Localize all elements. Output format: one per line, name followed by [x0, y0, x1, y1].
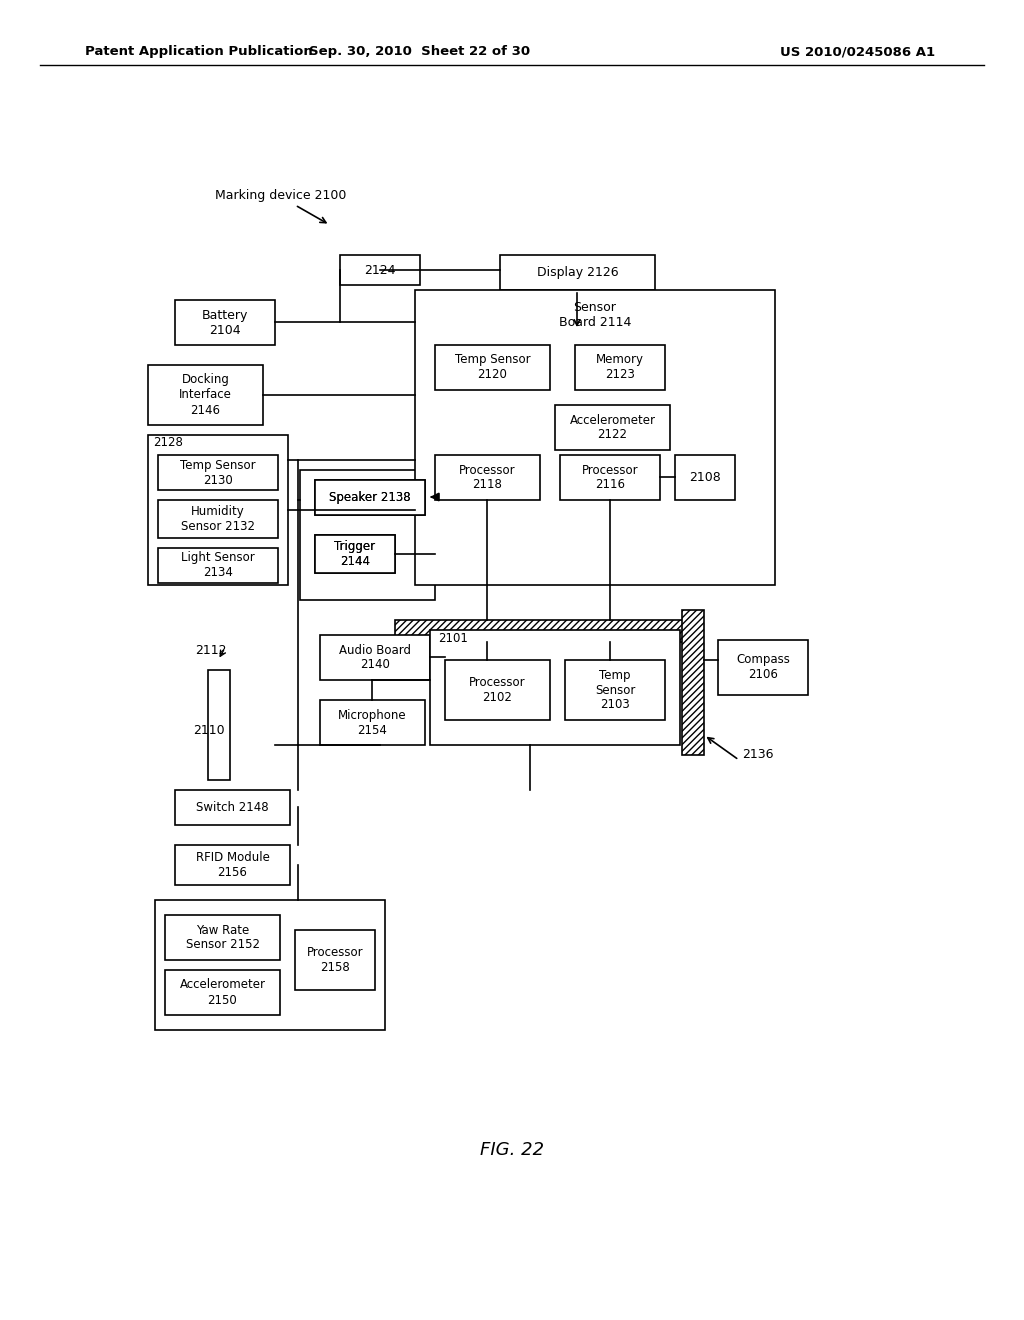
FancyBboxPatch shape: [682, 610, 705, 755]
FancyBboxPatch shape: [340, 255, 420, 285]
Text: 2124: 2124: [365, 264, 395, 276]
FancyBboxPatch shape: [158, 548, 278, 583]
Text: Sensor
Board 2114: Sensor Board 2114: [559, 301, 631, 329]
FancyBboxPatch shape: [175, 300, 275, 345]
FancyBboxPatch shape: [158, 455, 278, 490]
Text: Display 2126: Display 2126: [537, 267, 618, 279]
FancyBboxPatch shape: [300, 470, 435, 601]
Text: Patent Application Publication: Patent Application Publication: [85, 45, 312, 58]
FancyBboxPatch shape: [430, 630, 680, 744]
Text: Switch 2148: Switch 2148: [197, 801, 269, 814]
Text: Compass
2106: Compass 2106: [736, 653, 790, 681]
FancyBboxPatch shape: [415, 290, 775, 585]
Text: Humidity
Sensor 2132: Humidity Sensor 2132: [181, 506, 255, 533]
Text: Processor
2102: Processor 2102: [469, 676, 525, 704]
FancyBboxPatch shape: [319, 635, 430, 680]
FancyBboxPatch shape: [435, 455, 540, 500]
Text: Speaker 2138: Speaker 2138: [329, 491, 411, 504]
FancyBboxPatch shape: [295, 931, 375, 990]
FancyBboxPatch shape: [565, 660, 665, 719]
Text: Temp Sensor
2120: Temp Sensor 2120: [455, 354, 530, 381]
Text: Battery
2104: Battery 2104: [202, 309, 248, 337]
Text: US 2010/0245086 A1: US 2010/0245086 A1: [780, 45, 935, 58]
Text: Speaker 2138: Speaker 2138: [329, 491, 411, 504]
Text: Memory
2123: Memory 2123: [596, 354, 644, 381]
Text: 2110: 2110: [193, 723, 224, 737]
Text: 2112: 2112: [195, 644, 226, 656]
FancyBboxPatch shape: [165, 970, 280, 1015]
Text: Yaw Rate
Sensor 2152: Yaw Rate Sensor 2152: [185, 924, 259, 952]
Text: Light Sensor
2134: Light Sensor 2134: [181, 552, 255, 579]
Text: Processor
2116: Processor 2116: [582, 463, 638, 491]
Text: Temp
Sensor
2103: Temp Sensor 2103: [595, 668, 635, 711]
Text: 2101: 2101: [438, 631, 468, 644]
FancyBboxPatch shape: [165, 915, 280, 960]
Text: Docking
Interface
2146: Docking Interface 2146: [179, 374, 232, 417]
FancyBboxPatch shape: [315, 480, 425, 515]
Text: 2128: 2128: [153, 437, 183, 450]
Text: Accelerometer
2150: Accelerometer 2150: [179, 978, 265, 1006]
Text: Microphone
2154: Microphone 2154: [338, 709, 407, 737]
FancyBboxPatch shape: [319, 700, 425, 744]
FancyBboxPatch shape: [675, 455, 735, 500]
FancyBboxPatch shape: [575, 345, 665, 389]
FancyBboxPatch shape: [445, 660, 550, 719]
Text: Temp Sensor
2130: Temp Sensor 2130: [180, 458, 256, 487]
FancyBboxPatch shape: [500, 255, 655, 290]
Text: RFID Module
2156: RFID Module 2156: [196, 851, 269, 879]
FancyBboxPatch shape: [175, 789, 290, 825]
Text: Marking device 2100: Marking device 2100: [215, 189, 346, 202]
FancyBboxPatch shape: [315, 535, 395, 573]
FancyBboxPatch shape: [158, 500, 278, 539]
Text: 2136: 2136: [742, 748, 773, 762]
FancyBboxPatch shape: [435, 345, 550, 389]
Text: 2108: 2108: [689, 471, 721, 484]
FancyBboxPatch shape: [175, 845, 290, 884]
FancyBboxPatch shape: [560, 455, 660, 500]
Text: Sep. 30, 2010  Sheet 22 of 30: Sep. 30, 2010 Sheet 22 of 30: [309, 45, 530, 58]
Text: Trigger
2144: Trigger 2144: [335, 540, 376, 568]
FancyBboxPatch shape: [315, 480, 425, 515]
Text: Accelerometer
2122: Accelerometer 2122: [569, 413, 655, 441]
Text: Audio Board
2140: Audio Board 2140: [339, 644, 411, 672]
Text: FIG. 22: FIG. 22: [480, 1140, 544, 1159]
FancyBboxPatch shape: [555, 405, 670, 450]
FancyBboxPatch shape: [155, 900, 385, 1030]
FancyBboxPatch shape: [395, 620, 690, 642]
FancyBboxPatch shape: [718, 640, 808, 696]
FancyBboxPatch shape: [148, 366, 263, 425]
Text: Processor
2158: Processor 2158: [306, 946, 364, 974]
FancyBboxPatch shape: [315, 535, 395, 573]
Text: Processor
2118: Processor 2118: [459, 463, 516, 491]
Text: Trigger
2144: Trigger 2144: [335, 540, 376, 568]
FancyBboxPatch shape: [208, 671, 230, 780]
FancyBboxPatch shape: [148, 436, 288, 585]
